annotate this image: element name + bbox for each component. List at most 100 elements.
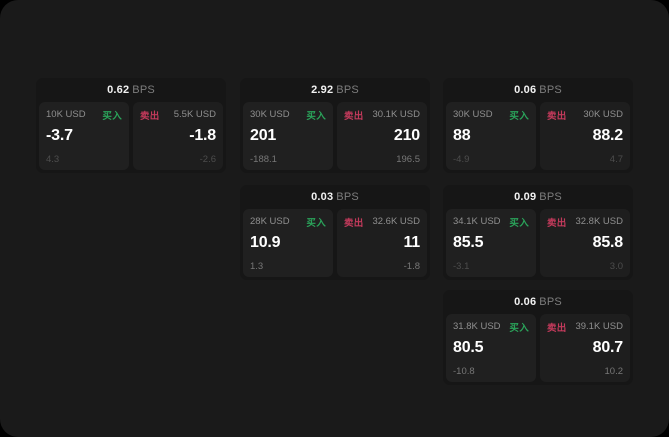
sell-action-label[interactable]: 卖出 [547,217,567,229]
quote-side-buy[interactable]: 10K USD 买入 -3.7 4.3 [39,102,129,170]
side-top-row: 31.8K USD 买入 [453,320,529,334]
quote-card[interactable]: 0.03 BPS 28K USD 买入 10.9 1.3 卖出 32.6K USD 11 -1.8 [240,185,430,280]
buy-action-label[interactable]: 买入 [509,110,529,122]
buy-action-label[interactable]: 买入 [306,217,326,229]
bps-unit-label: BPS [132,84,155,96]
bps-value: 0.06 [514,296,537,308]
bps-header: 0.09 BPS [443,185,633,208]
bps-header: 2.92 BPS [240,78,430,101]
buy-action-label[interactable]: 买入 [306,110,326,122]
order-size-label: 39.1K USD [575,321,623,332]
order-size-label: 30.1K USD [372,109,420,120]
delta-value: 3.0 [609,261,623,272]
bps-unit-label: BPS [539,296,562,308]
bps-value: 0.03 [311,191,334,203]
delta-value: -188.1 [250,154,277,165]
order-size-label: 10K USD [46,109,86,120]
sell-action-label[interactable]: 卖出 [344,217,364,229]
delta-value: -4.9 [453,154,470,165]
bps-value: 0.62 [107,84,130,96]
quote-sides: 28K USD 买入 10.9 1.3 卖出 32.6K USD 11 -1.8 [243,209,427,277]
side-top-row: 34.1K USD 买入 [453,215,529,229]
delta-value: -1.8 [403,261,420,272]
bps-unit-label: BPS [336,84,359,96]
quote-card[interactable]: 2.92 BPS 30K USD 买入 201 -188.1 卖出 30.1K USD 210 1… [240,78,430,173]
side-top-row: 30K USD 买入 [453,108,529,122]
side-top-row: 卖出 39.1K USD [547,320,623,334]
quote-side-sell[interactable]: 卖出 30K USD 88.2 4.7 [540,102,630,170]
quote-card[interactable]: 0.06 BPS 31.8K USD 买入 80.5 -10.8 卖出 39.1K USD 80… [443,290,633,385]
order-size-label: 32.8K USD [575,216,623,227]
bps-header: 0.62 BPS [36,78,226,101]
quote-side-buy[interactable]: 30K USD 买入 201 -188.1 [243,102,333,170]
order-size-label: 28K USD [250,216,290,227]
bps-unit-label: BPS [539,191,562,203]
delta-value: 196.5 [396,154,420,165]
quote-board: 0.62 BPS 10K USD 买入 -3.7 4.3 卖出 5.5K USD -1.8 -2.… [36,78,636,398]
side-top-row: 卖出 30K USD [547,108,623,122]
order-size-label: 30K USD [583,109,623,120]
delta-value: 4.7 [609,154,623,165]
price-value: 10.9 [250,234,281,251]
quote-side-buy[interactable]: 31.8K USD 买入 80.5 -10.8 [446,314,536,382]
price-value: -1.8 [189,127,216,144]
bps-value: 0.09 [514,191,537,203]
price-value: 80.7 [592,339,624,356]
price-value: 210 [393,127,420,144]
buy-action-label[interactable]: 买入 [102,110,122,122]
quote-side-sell[interactable]: 卖出 30.1K USD 210 196.5 [337,102,427,170]
quote-side-sell[interactable]: 卖出 32.8K USD 85.8 3.0 [540,209,630,277]
side-top-row: 30K USD 买入 [250,108,326,122]
quote-card[interactable]: 0.62 BPS 10K USD 买入 -3.7 4.3 卖出 5.5K USD -1.8 -2.… [36,78,226,173]
order-size-label: 31.8K USD [453,321,501,332]
quote-side-buy[interactable]: 30K USD 买入 88 -4.9 [446,102,536,170]
quote-side-sell[interactable]: 卖出 5.5K USD -1.8 -2.6 [133,102,223,170]
price-value: 88 [453,127,471,144]
price-value: 88.2 [592,127,624,144]
quote-card[interactable]: 0.09 BPS 34.1K USD 买入 85.5 -3.1 卖出 32.8K USD 85.… [443,185,633,280]
quote-sides: 10K USD 买入 -3.7 4.3 卖出 5.5K USD -1.8 -2.6 [39,102,223,170]
quote-side-buy[interactable]: 34.1K USD 买入 85.5 -3.1 [446,209,536,277]
delta-value: 10.2 [604,366,624,377]
order-size-label: 5.5K USD [173,109,216,120]
buy-action-label[interactable]: 买入 [509,217,529,229]
buy-action-label[interactable]: 买入 [509,322,529,334]
price-value: -3.7 [46,127,73,144]
price-value: 85.5 [453,234,484,251]
side-top-row: 28K USD 买入 [250,215,326,229]
quote-side-sell[interactable]: 卖出 32.6K USD 11 -1.8 [337,209,427,277]
bps-value: 2.92 [311,84,334,96]
price-value: 201 [250,127,277,144]
side-top-row: 卖出 5.5K USD [140,108,216,122]
price-value: 11 [403,234,420,251]
quote-side-buy[interactable]: 28K USD 买入 10.9 1.3 [243,209,333,277]
price-value: 85.8 [592,234,624,251]
side-top-row: 卖出 32.6K USD [344,215,420,229]
delta-value: -10.8 [453,366,475,377]
sell-action-label[interactable]: 卖出 [547,322,567,334]
order-size-label: 30K USD [250,109,290,120]
side-top-row: 卖出 30.1K USD [344,108,420,122]
price-value: 80.5 [453,339,484,356]
side-top-row: 10K USD 买入 [46,108,122,122]
bps-unit-label: BPS [539,84,562,96]
sell-action-label[interactable]: 卖出 [344,110,364,122]
bps-value: 0.06 [514,84,537,96]
delta-value: 1.3 [250,261,264,272]
bps-unit-label: BPS [336,191,359,203]
delta-value: -3.1 [453,261,470,272]
order-size-label: 34.1K USD [453,216,501,227]
bps-header: 0.06 BPS [443,290,633,313]
sell-action-label[interactable]: 卖出 [547,110,567,122]
delta-value: 4.3 [46,154,60,165]
quote-sides: 31.8K USD 买入 80.5 -10.8 卖出 39.1K USD 80.7 10.2 [446,314,630,382]
quote-sides: 30K USD 买入 88 -4.9 卖出 30K USD 88.2 4.7 [446,102,630,170]
side-top-row: 卖出 32.8K USD [547,215,623,229]
bps-header: 0.06 BPS [443,78,633,101]
delta-value: -2.6 [199,154,216,165]
bps-header: 0.03 BPS [240,185,430,208]
quote-side-sell[interactable]: 卖出 39.1K USD 80.7 10.2 [540,314,630,382]
sell-action-label[interactable]: 卖出 [140,110,160,122]
quote-card[interactable]: 0.06 BPS 30K USD 买入 88 -4.9 卖出 30K USD 88.2 4.7 [443,78,633,173]
